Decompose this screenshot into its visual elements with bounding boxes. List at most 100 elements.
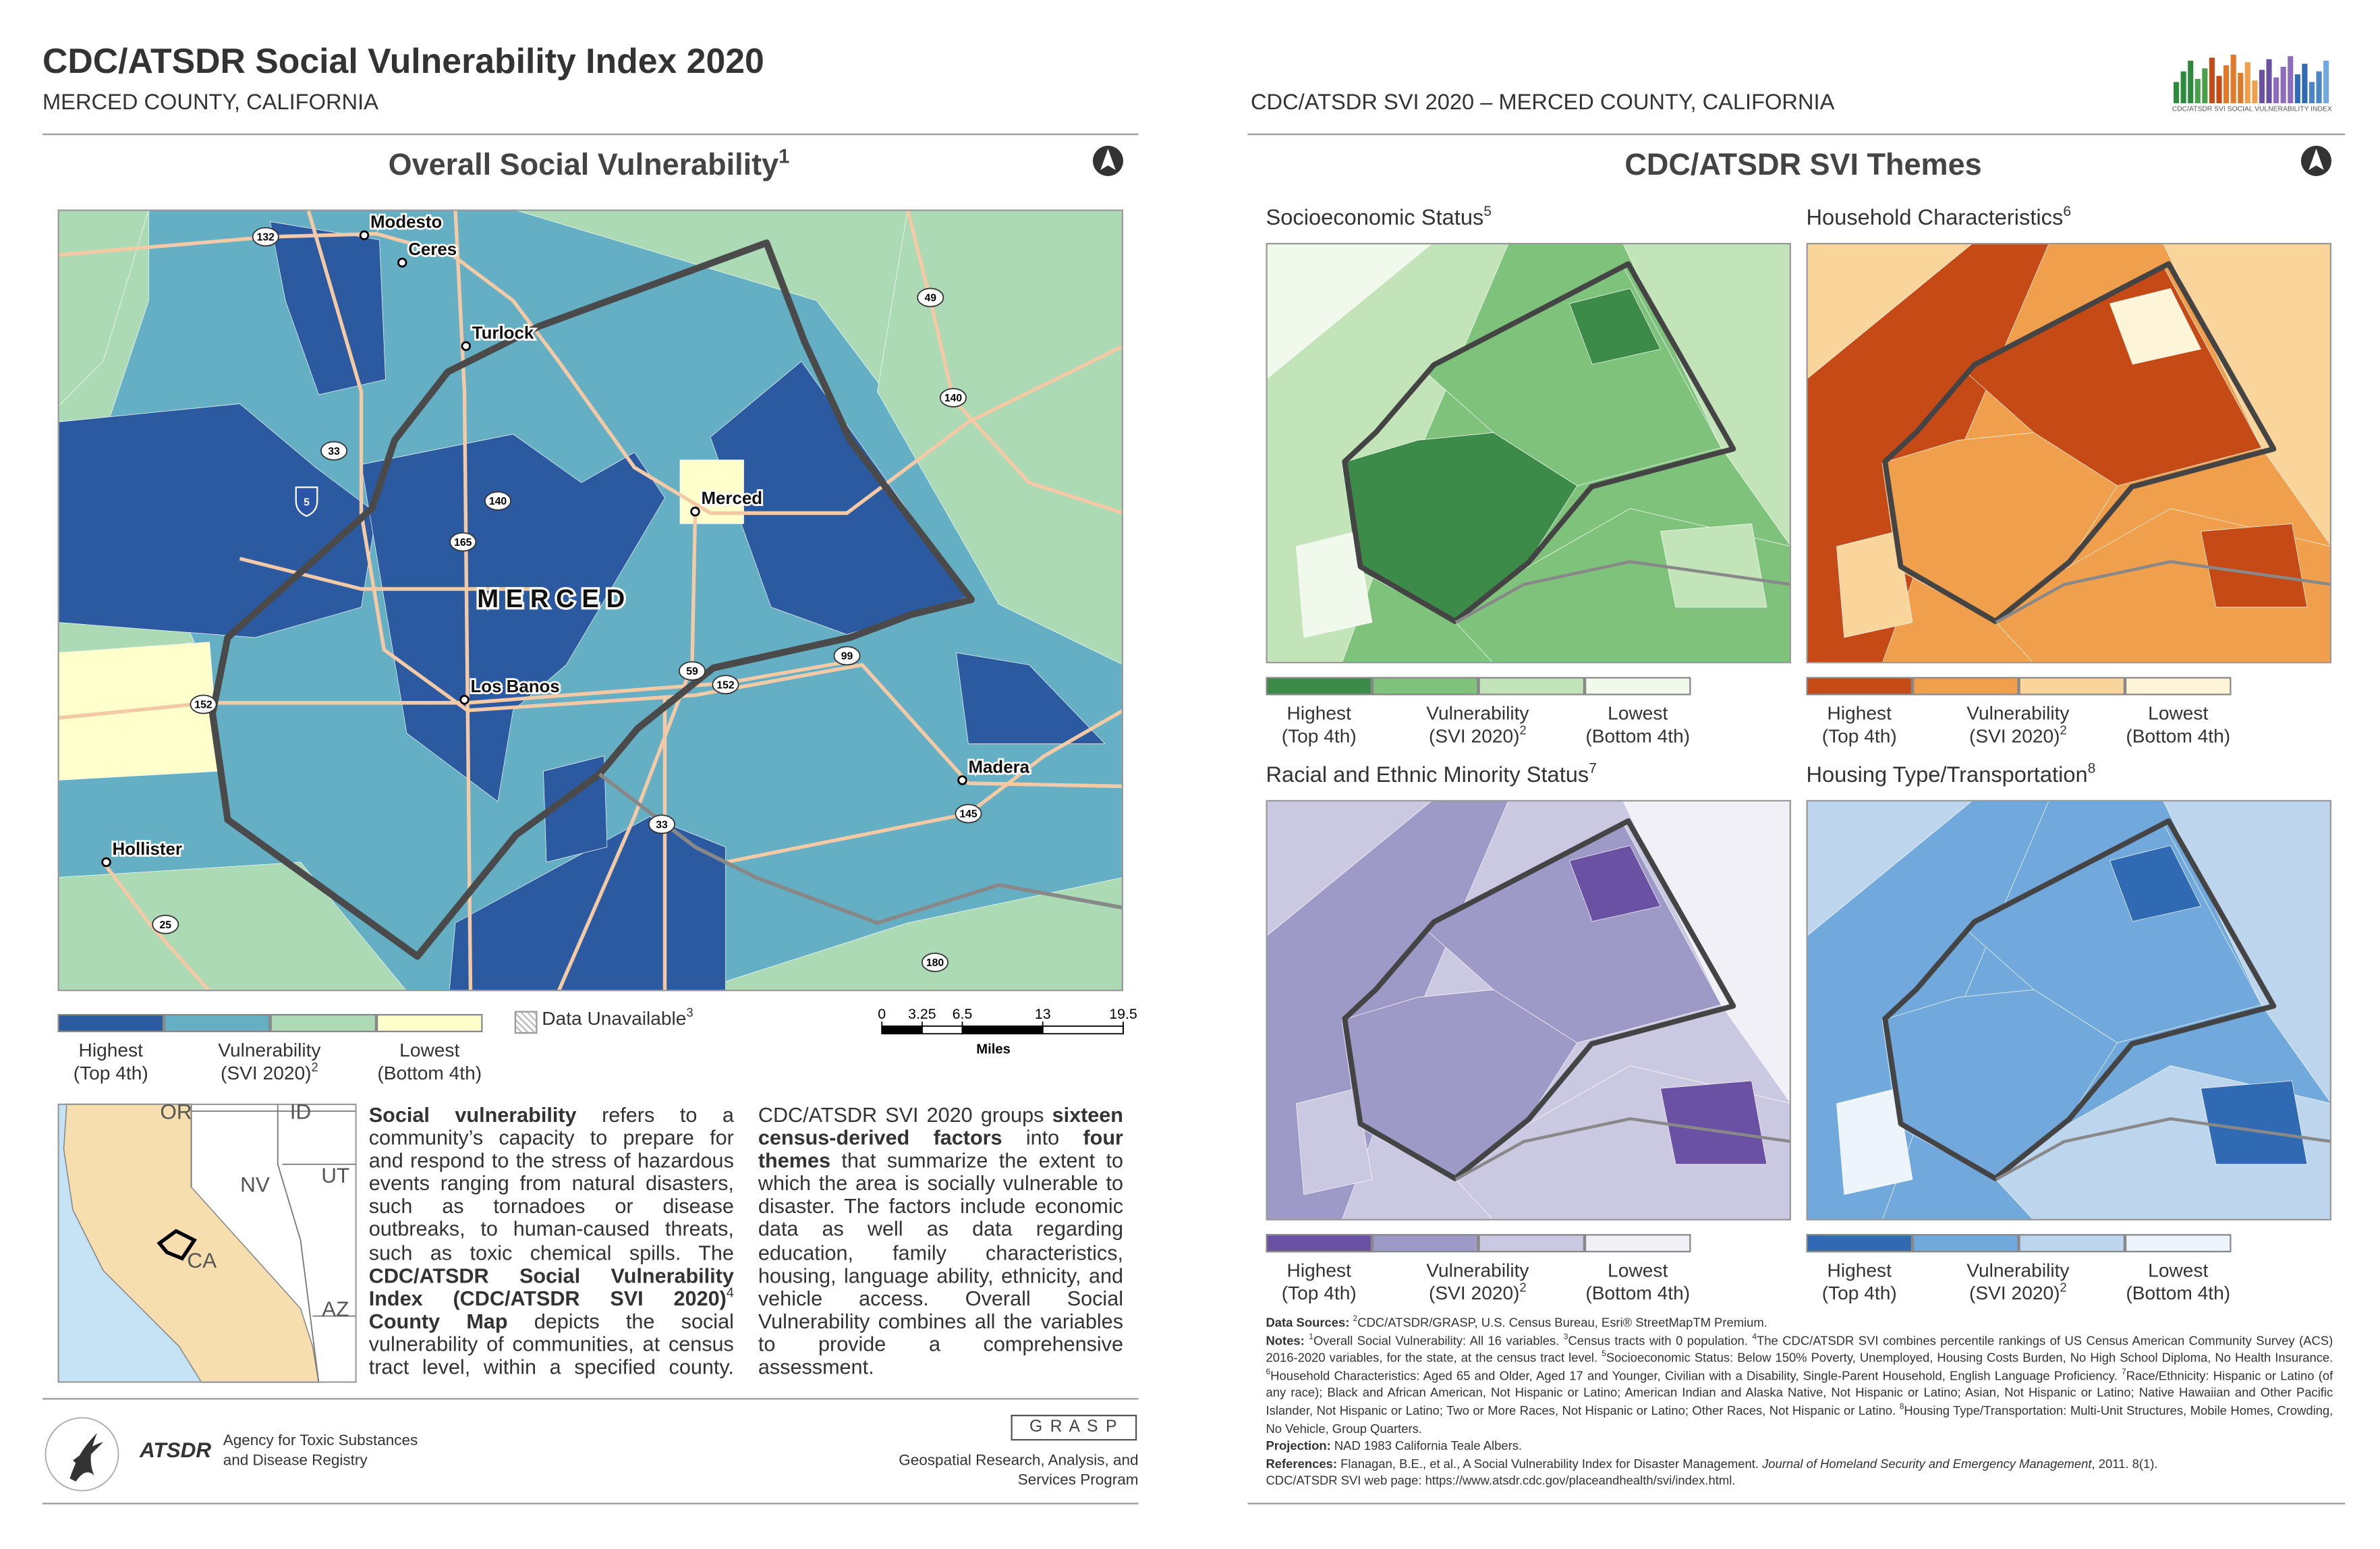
legend-line: Highest (78, 1040, 143, 1061)
legend-label: Highest (Top 4th) (1822, 1260, 1897, 1306)
footnote-ref: 1 (778, 144, 790, 168)
scale-unit: Miles (976, 1042, 1011, 1057)
theme-map (1266, 243, 1791, 664)
legend-line: (Top 4th) (1822, 726, 1897, 749)
scale-label: 13 (1035, 1006, 1051, 1022)
footnote-ref: 3 (1563, 1332, 1568, 1342)
north-arrow-box (2300, 144, 2333, 178)
county-line (1995, 1117, 2331, 1181)
text-run: Household Characteristics: Aged 65 and O… (1270, 1369, 2122, 1383)
logo-bar (2280, 67, 2286, 103)
theme-map (1806, 243, 2331, 664)
page-title: CDC/ATSDR Social Vulnerability Index 202… (42, 40, 764, 81)
panel-title-text: Housing Type/Transportation (1806, 763, 2088, 788)
vulnerability-area (1569, 845, 1661, 922)
text-run: CDC/ATSDR SVI web page: https://www.atsd… (1266, 1474, 1736, 1488)
legend-line: (SVI 2020)2 (1966, 1282, 2069, 1305)
overall-map: 132 49 140 33 5 140 165 59 99 152 152 145 33 25 180 Mod… (57, 209, 1123, 992)
text-run: depicts the social vulnerability of comm… (368, 1103, 1052, 1379)
footnote-ref: 2 (1519, 723, 1527, 738)
legend-text: (Top 4th) (1281, 725, 1357, 748)
legend-swatch (2125, 1234, 2232, 1253)
legend-line: Lowest (399, 1040, 460, 1061)
text-run: NAD 1983 California Teale Albers. (1334, 1439, 1523, 1453)
state-label: AZ (322, 1297, 349, 1321)
map-frame (1806, 243, 2331, 664)
legend-swatch (2125, 677, 2232, 696)
legend-label: Highest (Top 4th) (1282, 1260, 1357, 1306)
vulnerability-area (1622, 243, 1791, 547)
legend-swatch (376, 1014, 483, 1032)
footnote-ref: 7 (2122, 1368, 2126, 1377)
footnote-ref: 8 (2087, 759, 2096, 777)
legend-line: (Bottom 4th) (2126, 726, 2230, 749)
county-locator (157, 1229, 197, 1261)
scale-label: 0 (878, 1006, 886, 1022)
vulnerability-area (956, 652, 1106, 744)
vulnerability-area (2201, 523, 2308, 608)
map-title: Overall Social Vulnerability1 (388, 146, 790, 184)
agency-line: and Disease Registry (223, 1452, 368, 1469)
state-label: OR (160, 1104, 192, 1124)
legend-text: (Bottom 4th) (2126, 725, 2231, 748)
vulnerability-area (57, 209, 149, 407)
state-line (300, 1240, 320, 1383)
program-name: Geospatial Research, Analysis, and Servic… (899, 1451, 1138, 1491)
footnote-ref: 6 (2063, 202, 2072, 219)
place-label: Madera (969, 758, 1030, 777)
legend-label: Vulnerability (SVI 2020)2 (1426, 1260, 1529, 1306)
legend-text: (SVI 2020) (1429, 1283, 1520, 1304)
route-shield (833, 646, 861, 666)
place-dot (690, 507, 700, 517)
map-title-text: Overall Social Vulnerability (388, 148, 779, 183)
footnote-ref: 5 (1483, 202, 1492, 219)
legend-label: Vulnerability (SVI 2020)2 (1426, 703, 1529, 749)
route-label: 33 (656, 819, 668, 830)
vulnerability-area (2162, 799, 2331, 1104)
logo-bar (2308, 82, 2315, 103)
text-run: County Map (368, 1309, 508, 1333)
legend-text: (Top 4th) (1821, 725, 1897, 748)
state-label: CA (187, 1248, 217, 1272)
county-boundary (1882, 261, 2277, 624)
route-shield (320, 441, 348, 461)
panel-title: Socioeconomic Status5 (1266, 203, 1492, 231)
vulnerability-area (1660, 1080, 1767, 1165)
vulnerability-area (1341, 432, 1578, 623)
footnote-ref: 8 (1899, 1403, 1904, 1413)
panel-title-text: Racial and Ethnic Minority Status (1266, 763, 1589, 788)
legend-line: (SVI 2020)2 (218, 1061, 320, 1086)
legend-line: Vulnerability (218, 1040, 321, 1061)
county-line (1454, 560, 1791, 624)
legend-label: Vulnerability (SVI 2020)2 (1966, 703, 2069, 749)
legend-label: Highest (Top 4th) (1822, 703, 1897, 749)
vulnerability-area (1296, 531, 1373, 638)
logo-bar (2202, 68, 2208, 103)
road (557, 513, 698, 992)
place-dot (957, 775, 967, 785)
place-dot (397, 258, 407, 268)
logo-bar (2238, 73, 2244, 103)
page-subtitle: MERCED COUNTY, CALIFORNIA (42, 91, 378, 115)
scale-segment (881, 1025, 923, 1035)
logo-bar (2188, 61, 2194, 103)
state-label: ID (290, 1104, 312, 1124)
vulnerability-area (2162, 243, 2331, 547)
route-label: 59 (686, 666, 698, 677)
description: Social vulnerability refers to a communi… (369, 1104, 1123, 1386)
legend-swatch (164, 1014, 271, 1032)
route-shield (449, 532, 477, 552)
inset-map: OR ID NV UT CA AZ (57, 1103, 357, 1383)
vulnerability-area (2109, 845, 2201, 922)
legend-text: (SVI 2020) (1969, 725, 2060, 748)
legend-line: (Bottom 4th) (1585, 726, 1690, 749)
legend-line: (Bottom 4th) (2126, 1283, 2230, 1305)
route-label: 140 (489, 496, 507, 507)
legend-swatch (270, 1014, 376, 1032)
themes-title: CDC/ATSDR SVI Themes (1624, 148, 1982, 183)
logo-bar (2244, 62, 2250, 103)
north-arrow-box (1092, 144, 1125, 178)
county-boundary (1882, 818, 2277, 1181)
divider (1247, 1502, 2346, 1504)
route-shield (955, 804, 982, 824)
